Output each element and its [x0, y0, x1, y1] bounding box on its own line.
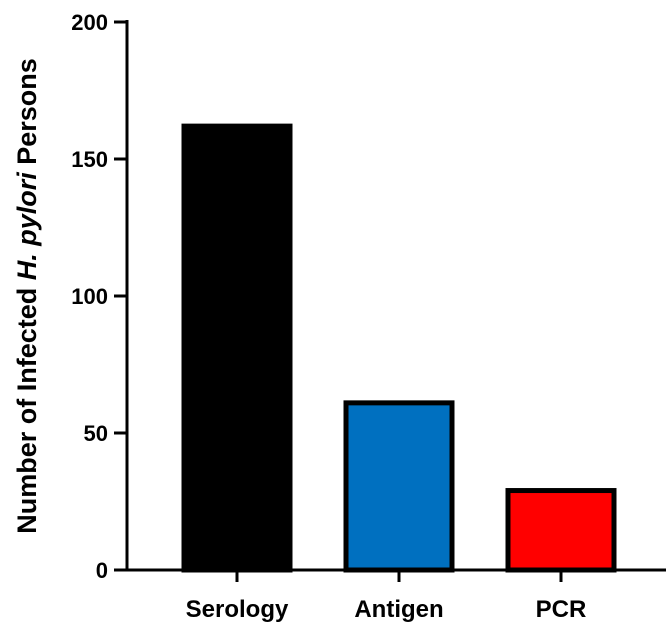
bar-serology	[181, 123, 293, 573]
y-tick-label-0: 0	[96, 558, 108, 583]
y-tick-label-150: 150	[71, 147, 108, 172]
y-tick-label-50: 50	[84, 421, 108, 446]
axes-layer	[114, 20, 666, 582]
y-axis-label-italic: H. pylori	[12, 172, 42, 281]
y-axis-label-after: Persons	[12, 58, 42, 172]
y-axis-label: Number of Infected H. pylori Persons	[12, 58, 42, 534]
y-axis-label-before: Number of Infected	[12, 280, 42, 534]
bar-pcr	[505, 488, 617, 573]
x-tick-label-pcr: PCR	[536, 596, 587, 623]
x-tick-label-serology: Serology	[186, 596, 289, 623]
x-tick-label-antigen: Antigen	[354, 596, 443, 623]
y-tick-label-200: 200	[71, 10, 108, 35]
y-tick-label-100: 100	[71, 284, 108, 309]
labels-layer: Number of Infected H. pylori Persons 0 50…	[12, 10, 586, 623]
bars-layer	[181, 123, 617, 573]
bar-antigen	[343, 400, 455, 573]
